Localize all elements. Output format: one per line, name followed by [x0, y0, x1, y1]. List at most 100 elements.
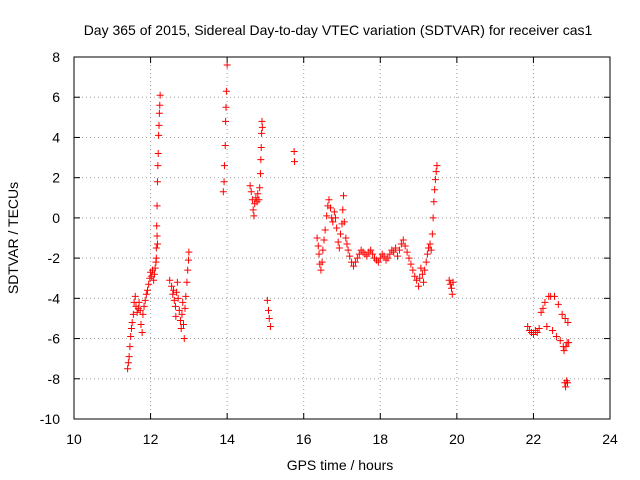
data-point — [558, 310, 566, 318]
data-point — [153, 202, 161, 210]
data-point — [150, 270, 158, 278]
data-point — [156, 91, 164, 99]
data-point — [153, 240, 161, 248]
data-point — [336, 230, 344, 238]
data-point — [556, 337, 564, 345]
data-point — [156, 101, 164, 109]
data-point — [409, 266, 417, 274]
data-point — [172, 312, 180, 320]
data-point — [219, 188, 227, 196]
data-point — [533, 329, 541, 337]
data-point — [142, 290, 150, 298]
data-point — [363, 252, 371, 260]
data-point — [138, 329, 146, 337]
data-point — [137, 320, 145, 328]
data-point — [346, 252, 354, 260]
data-point — [394, 252, 402, 260]
data-point — [376, 254, 384, 262]
data-point — [220, 162, 228, 170]
data-point — [554, 300, 562, 308]
data-point — [318, 258, 326, 266]
y-tick-label: 0 — [52, 210, 60, 226]
data-point — [320, 236, 328, 244]
data-point — [415, 282, 423, 290]
data-point — [562, 383, 570, 391]
data-point — [131, 292, 139, 300]
data-point — [179, 320, 187, 328]
data-point — [170, 286, 178, 294]
data-point — [390, 248, 398, 256]
data-point — [550, 292, 558, 300]
data-point — [175, 306, 183, 314]
data-point — [445, 276, 453, 284]
data-point — [155, 109, 163, 117]
data-point — [343, 240, 351, 248]
data-point — [325, 196, 333, 204]
chart-title: Day 365 of 2015, Sidereal Day-to-day VTE… — [84, 22, 593, 38]
grid — [74, 57, 610, 419]
data-point — [340, 218, 348, 226]
data-point — [327, 204, 335, 212]
data-point — [340, 192, 348, 200]
data-point — [422, 258, 430, 266]
data-point — [152, 254, 160, 262]
data-point — [561, 314, 569, 322]
data-point — [339, 206, 347, 214]
data-point — [549, 327, 557, 335]
data-point — [524, 322, 532, 330]
data-point — [127, 333, 135, 341]
y-tick-label: -8 — [48, 371, 61, 387]
y-tick-label: -4 — [48, 290, 61, 306]
data-point — [399, 236, 407, 244]
data-point — [334, 238, 342, 246]
data-point — [256, 184, 264, 192]
data-point — [144, 286, 152, 294]
x-tick-label: 10 — [66, 431, 82, 447]
data-point — [176, 316, 184, 324]
data-point — [386, 250, 394, 258]
data-point — [150, 276, 158, 284]
data-point — [405, 254, 413, 262]
data-point — [420, 278, 428, 286]
data-point — [246, 182, 254, 190]
data-point — [543, 322, 551, 330]
data-point — [432, 168, 440, 176]
data-point — [151, 264, 159, 272]
data-point — [384, 254, 392, 262]
data-point — [529, 331, 537, 339]
data-point — [417, 264, 425, 272]
data-point — [124, 365, 132, 373]
data-point — [171, 302, 179, 310]
data-point — [427, 246, 435, 254]
data-point — [153, 178, 161, 186]
x-tick-label: 24 — [602, 431, 618, 447]
data-point — [319, 246, 327, 254]
data-point — [258, 123, 266, 131]
data-point — [257, 156, 265, 164]
data-point — [564, 318, 572, 326]
data-point — [265, 314, 273, 322]
data-point — [323, 212, 331, 220]
data-point — [535, 325, 543, 332]
data-point — [539, 304, 547, 312]
data-point — [155, 131, 163, 139]
data-point — [222, 87, 230, 95]
data-point — [247, 188, 255, 196]
data-point — [166, 276, 174, 284]
data-point — [127, 325, 135, 332]
data-point — [168, 282, 176, 290]
data-point — [562, 343, 570, 351]
data-point — [331, 214, 339, 222]
data-point — [126, 343, 134, 351]
data-point — [154, 150, 162, 158]
data-point — [433, 162, 441, 170]
y-tick-label: 4 — [52, 129, 60, 145]
data-point — [401, 242, 409, 250]
data-point — [565, 339, 573, 347]
data-point — [264, 306, 272, 314]
data-point — [351, 258, 359, 266]
data-point — [140, 302, 148, 310]
data-point — [221, 141, 229, 149]
